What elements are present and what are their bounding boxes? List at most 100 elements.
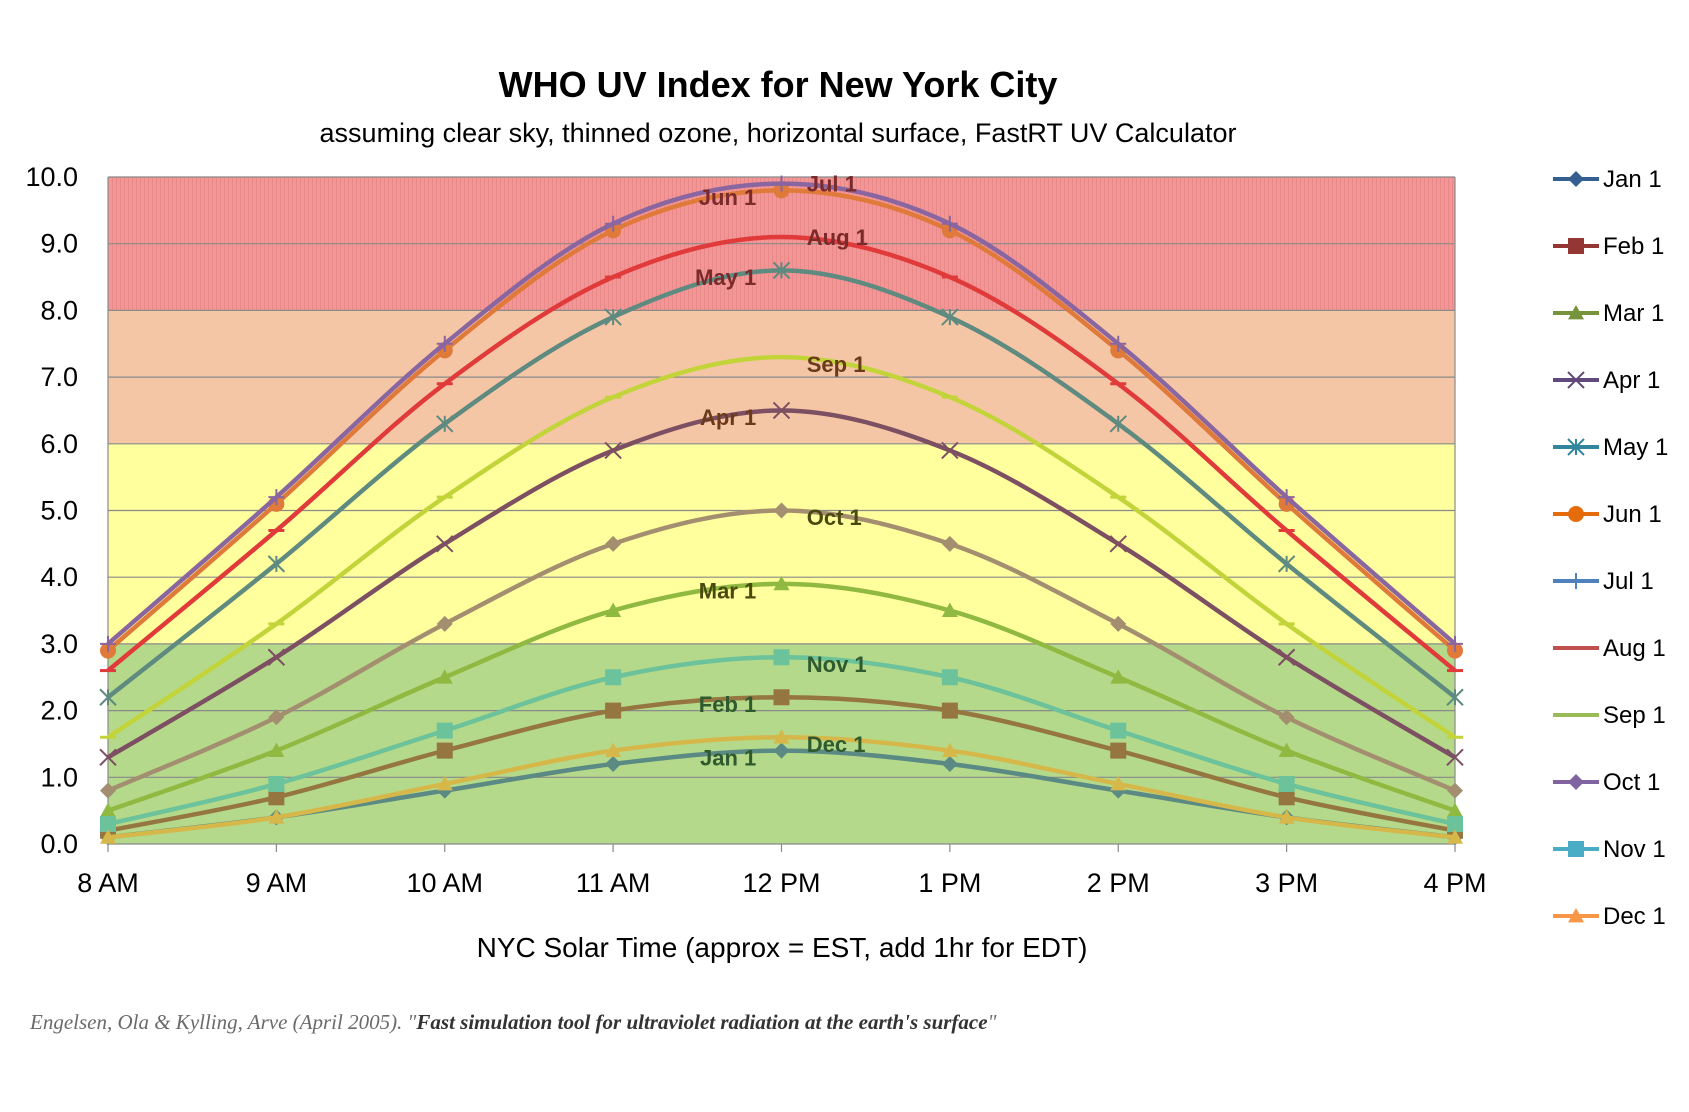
data-point-nov-1 [1110,722,1127,739]
legend-item-jan-1: Jan 1 [1553,166,1662,193]
chart-subtitle: assuming clear sky, thinned ozone, horiz… [320,118,1237,148]
annotation-label: May 1 [695,265,756,290]
legend-item-aug-1: Aug 1 [1553,635,1666,662]
y-axis-ticks: 0.0 1.0 2.0 3.0 4.0 5.0 6.0 7.0 8.0 9.0 10.0 [25,162,78,859]
data-point-jul-1 [1447,635,1463,652]
x-tick-label: 3 PM [1255,868,1318,898]
data-point-nov-1 [1278,775,1295,792]
annotation-label: Feb 1 [699,692,756,717]
data-point-oct-1 [100,782,116,799]
data-point-apr-1 [604,441,622,460]
data-point-oct-1 [1278,709,1295,726]
citation: Engelsen, Ola & Kylling, Arve (April 200… [30,1010,996,1035]
legend-marker-apr-1 [1567,371,1585,389]
data-point-feb-1 [605,702,622,719]
legend-item-jul-1: Jul 1 [1553,568,1654,595]
annotation-label: Aug 1 [807,225,868,250]
legend-item-oct-1: Oct 1 [1553,769,1660,796]
data-point-apr-1 [1109,535,1127,553]
legend-marker-may-1 [1567,438,1585,456]
series-oct-1 [100,502,1463,799]
citation-authors: Engelsen, Ola & Kylling, Arve (April 200… [30,1010,417,1034]
x-tick-label: 9 AM [246,868,308,898]
data-point-jul-1 [1110,335,1127,352]
data-point-may-1 [1109,415,1127,433]
data-point-nov-1 [436,722,453,739]
series-lines [99,175,1464,846]
data-point-oct-1 [1447,782,1463,799]
y-tick-label: 7.0 [40,362,78,392]
y-tick-label: 10.0 [25,162,78,192]
data-point-feb-1 [941,702,958,719]
series-jul-1 [100,175,1463,652]
x-tick-label: 2 PM [1087,868,1150,898]
data-point-dec-1 [100,829,116,844]
data-point-mar-1 [436,669,453,684]
legend-label-mar-1: Mar 1 [1603,300,1664,327]
data-point-feb-1 [773,689,790,706]
data-point-feb-1 [268,789,285,806]
data-point-may-1 [1446,688,1464,706]
y-tick-label: 5.0 [40,496,78,526]
data-point-dec-1 [605,742,622,758]
data-point-mar-1 [100,802,116,818]
x-tick-label: 11 AM [576,868,651,898]
y-tick-label: 4.0 [40,562,78,592]
data-point-feb-1 [1110,742,1127,759]
legend-label-jan-1: Jan 1 [1603,166,1662,193]
data-point-dec-1 [773,729,790,744]
data-point-mar-1 [773,575,790,591]
legend-marker-jan-1 [1568,171,1584,187]
legend-item-jun-1: Jun 1 [1553,501,1662,528]
y-tick-label: 6.0 [40,429,78,459]
series-sep-1 [100,354,1463,740]
legend-label-oct-1: Oct 1 [1603,769,1660,796]
legend-label-jul-1: Jul 1 [1603,568,1654,595]
annotation-label: Dec 1 [807,732,866,757]
legend-item-apr-1: Apr 1 [1553,367,1660,394]
uv-band-1 [108,443,1455,644]
data-point-apr-1 [99,748,117,766]
data-point-may-1 [436,415,454,433]
legend-marker-nov-1 [1568,841,1584,857]
annotation-label: Oct 1 [807,505,862,530]
legend-item-mar-1: Mar 1 [1553,300,1664,327]
data-point-mar-1 [605,602,622,617]
legend-label-nov-1: Nov 1 [1603,836,1666,863]
annotation-label: Jan 1 [700,745,756,770]
y-tick-label: 0.0 [40,829,78,859]
data-point-oct-1 [605,535,622,552]
series-may-1 [99,261,1464,706]
data-point-may-1 [604,308,622,326]
chart-title: WHO UV Index for New York City [499,64,1058,105]
y-tick-label: 9.0 [40,229,78,259]
x-tick-label: 8 AM [77,868,139,898]
data-point-jul-1 [268,489,285,506]
y-tick-label: 3.0 [40,629,78,659]
data-point-may-1 [772,261,791,280]
annotation-label: Mar 1 [699,579,756,604]
data-point-may-1 [1277,555,1296,573]
annotation-label: Sep 1 [807,352,866,377]
data-point-dec-1 [1110,775,1127,791]
data-point-feb-1 [1278,789,1295,806]
annotation-label: Jul 1 [807,172,857,197]
data-point-may-1 [941,308,959,326]
data-point-apr-1 [772,401,791,420]
legend-marker-feb-1 [1568,238,1584,254]
y-tick-label: 1.0 [40,762,78,792]
data-point-nov-1 [773,649,790,666]
data-point-dec-1 [268,809,285,824]
x-tick-label: 10 AM [406,868,483,898]
x-tick-label: 1 PM [918,868,981,898]
data-point-feb-1 [436,742,453,759]
data-point-jul-1 [605,215,622,232]
data-point-mar-1 [1110,669,1127,684]
annotation-label: Apr 1 [700,405,756,430]
data-point-may-1 [267,555,286,573]
data-point-dec-1 [941,742,958,758]
y-tick-label: 2.0 [40,696,78,726]
annotation-label: Jun 1 [699,185,756,210]
y-tick-label: 8.0 [40,295,78,325]
